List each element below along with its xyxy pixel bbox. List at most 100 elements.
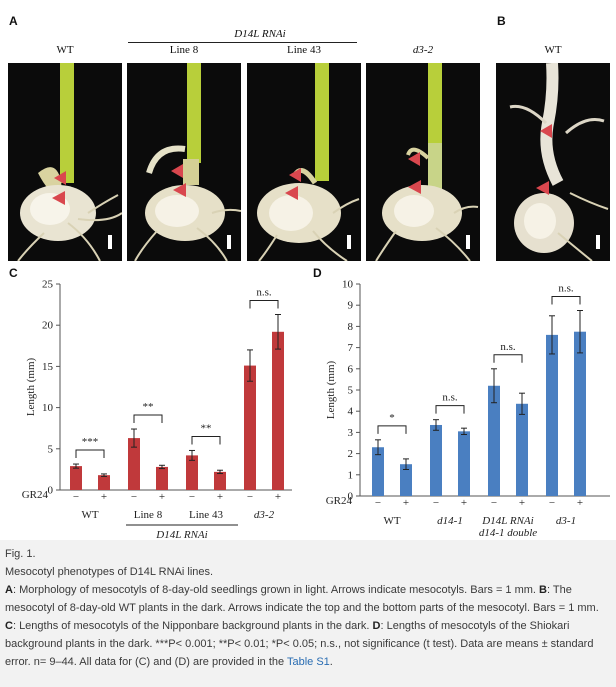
- caption-title: Mesocotyl phenotypes of D14L RNAi lines.: [5, 566, 214, 578]
- bar: [186, 455, 198, 490]
- significance-label: n.s.: [256, 286, 272, 298]
- y-tick-label: 5: [48, 443, 54, 455]
- group-sublabel: d14-1 double: [479, 527, 537, 539]
- significance-bracket: [551, 296, 581, 305]
- figure-caption: Fig. 1. Mesocotyl phenotypes of D14L RNA…: [5, 545, 611, 671]
- significance-label: ***: [82, 436, 99, 448]
- photo-line8: [127, 63, 241, 261]
- significance-bracket: [133, 414, 163, 424]
- significance-label: n.s.: [500, 341, 516, 353]
- bar: [488, 385, 500, 496]
- bar: [516, 403, 528, 496]
- photo-d3-2: [366, 63, 480, 261]
- group-label: d3-1: [556, 515, 576, 527]
- panel-a-label: A: [9, 14, 18, 28]
- bar: [156, 466, 168, 490]
- caption-text-b: : The mesocotyl of 8-day-old WT plants i…: [5, 584, 599, 614]
- rnai-group-line: [128, 42, 357, 43]
- y-axis-label: Length (mm): [25, 357, 37, 416]
- treatment-sign: −: [375, 497, 381, 509]
- treatment-sign: +: [519, 497, 525, 509]
- treatment-sign: −: [247, 491, 253, 503]
- significance-bracket: [493, 354, 523, 363]
- panel-c-label: C: [9, 266, 18, 280]
- bar: [372, 447, 384, 496]
- photo-wt: [8, 63, 122, 261]
- bar: [546, 334, 558, 496]
- gr24-label: GR24: [326, 495, 353, 507]
- caption-text-c: : Lengths of mesocotyls of the Nipponbar…: [12, 620, 373, 632]
- caption-body: A: Morphology of mesocotyls of 8-day-old…: [5, 581, 611, 671]
- bar: [430, 424, 442, 496]
- bar: [98, 475, 110, 490]
- header-wt: WT: [56, 44, 74, 56]
- group-label: d14-1: [437, 515, 463, 527]
- significance-label: **: [201, 422, 212, 434]
- y-tick-label: 25: [42, 279, 54, 291]
- group-label: WT: [81, 509, 98, 521]
- treatment-sign: −: [131, 491, 137, 503]
- gr24-label: GR24: [22, 489, 49, 501]
- significance-label: n.s.: [558, 283, 574, 295]
- group-label: WT: [383, 515, 400, 527]
- significance-bracket: [191, 435, 221, 445]
- y-tick-label: 8: [348, 321, 354, 333]
- significance-bracket: [377, 425, 407, 434]
- bar: [244, 365, 256, 490]
- bar: [400, 464, 412, 496]
- y-tick-label: 10: [342, 279, 354, 291]
- significance-label: *: [389, 412, 395, 424]
- y-tick-label: 9: [348, 300, 354, 312]
- caption-label-c: C: [5, 620, 13, 632]
- y-tick-label: 0: [348, 491, 354, 503]
- caption-label-d: D: [372, 620, 381, 632]
- y-tick-label: 7: [348, 342, 354, 354]
- y-tick-label: 5: [348, 385, 354, 397]
- header-line8: Line 8: [169, 44, 199, 56]
- bar: [70, 466, 82, 490]
- treatment-sign: −: [433, 497, 439, 509]
- header-d3-2: d3-2: [412, 44, 434, 56]
- significance-bracket: [249, 299, 279, 309]
- y-tick-label: 3: [348, 427, 354, 439]
- caption-label-b: B: [539, 584, 547, 596]
- figure-panel: A B D14L RNAi WT Line 8 Line 43 d3-2 WT: [0, 0, 616, 540]
- group-label: d3-2: [254, 509, 275, 521]
- treatment-sign: −: [189, 491, 195, 503]
- y-tick-label: 15: [42, 361, 54, 373]
- treatment-sign: +: [577, 497, 583, 509]
- treatment-sign: +: [101, 491, 107, 503]
- treatment-sign: +: [461, 497, 467, 509]
- treatment-sign: +: [217, 491, 223, 503]
- header-line43: Line 43: [287, 44, 321, 56]
- header-wt-dark: WT: [544, 44, 562, 56]
- treatment-sign: +: [159, 491, 165, 503]
- caption-text-a: : Morphology of mesocotyls of 8-day-old …: [12, 584, 540, 596]
- bar: [458, 431, 470, 496]
- bar: [574, 331, 586, 496]
- y-tick-label: 1: [348, 469, 354, 481]
- treatment-sign: −: [73, 491, 79, 503]
- photo-line43: [247, 63, 361, 261]
- group-label: Line 8: [134, 509, 163, 521]
- significance-label: **: [143, 401, 154, 413]
- group-label: D14L RNAi: [481, 515, 533, 527]
- treatment-sign: −: [549, 497, 555, 509]
- group-label: Line 43: [189, 509, 223, 521]
- rnai-group-caption: D14L RNAi: [155, 529, 207, 540]
- significance-bracket: [75, 449, 105, 459]
- bar: [128, 438, 140, 490]
- y-tick-label: 2: [348, 448, 354, 460]
- photo-wt-dark: [496, 63, 610, 261]
- y-tick-label: 4: [348, 406, 354, 418]
- bar: [272, 331, 284, 490]
- treatment-sign: +: [403, 497, 409, 509]
- y-tick-label: 6: [348, 363, 354, 375]
- panel-b-label: B: [497, 14, 506, 28]
- table-s1-link[interactable]: Table S1: [286, 656, 330, 668]
- significance-bracket: [435, 405, 465, 414]
- significance-label: n.s.: [442, 392, 458, 404]
